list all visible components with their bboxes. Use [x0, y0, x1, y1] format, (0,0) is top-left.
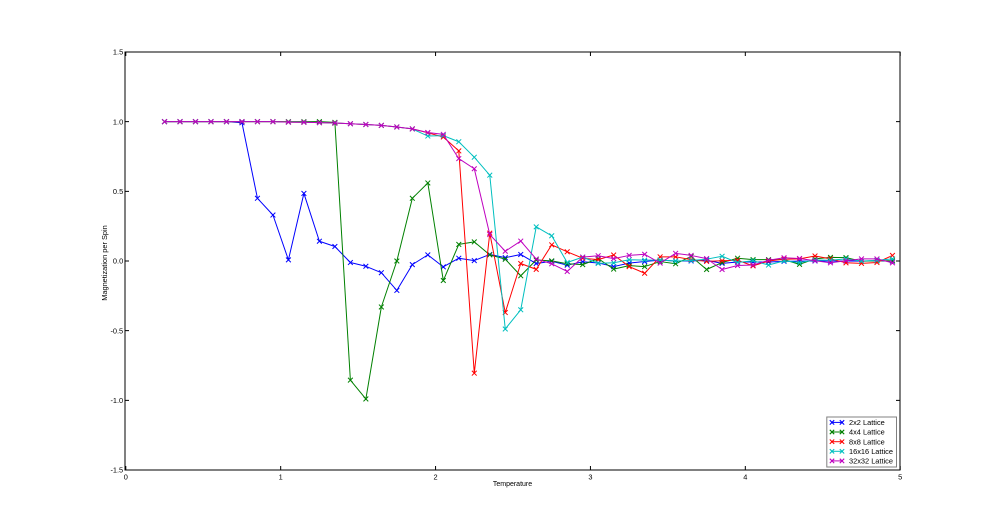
svg-text:2: 2	[433, 473, 437, 482]
svg-text:1.0: 1.0	[113, 117, 123, 126]
svg-text:2x2 Lattice: 2x2 Lattice	[849, 418, 885, 427]
svg-text:0.5: 0.5	[113, 187, 123, 196]
svg-text:0.0: 0.0	[113, 257, 123, 266]
svg-text:-1.5: -1.5	[110, 466, 123, 475]
svg-text:8x8 Lattice: 8x8 Lattice	[849, 437, 885, 446]
svg-text:16x16 Lattice: 16x16 Lattice	[849, 447, 893, 456]
svg-text:0: 0	[124, 473, 128, 482]
svg-text:32x32 Lattice: 32x32 Lattice	[849, 457, 893, 466]
svg-text:1: 1	[279, 473, 283, 482]
svg-text:5: 5	[898, 473, 902, 482]
svg-text:-1.0: -1.0	[110, 396, 123, 405]
svg-text:Magnetization per Spin: Magnetization per Spin	[100, 225, 109, 301]
svg-text:4: 4	[743, 473, 747, 482]
svg-text:1.5: 1.5	[113, 48, 123, 57]
svg-text:3: 3	[588, 473, 592, 482]
svg-text:Temperature: Temperature	[493, 481, 532, 488]
svg-text:4x4 Lattice: 4x4 Lattice	[849, 428, 885, 437]
svg-text:-0.5: -0.5	[110, 326, 123, 335]
